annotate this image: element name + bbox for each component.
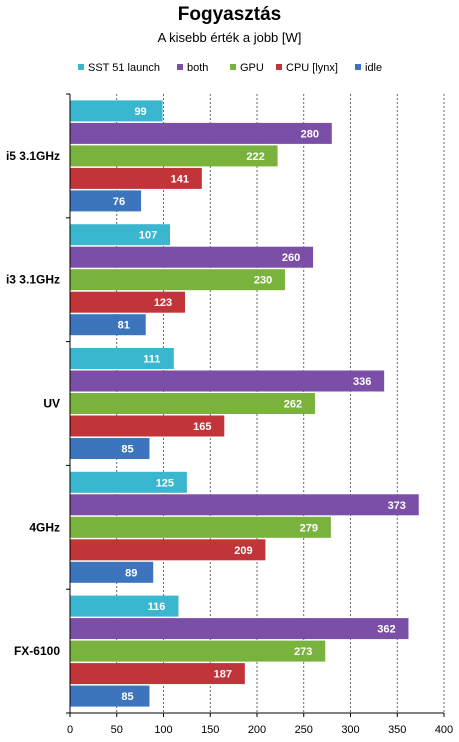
legend: SST 51 launch both GPU CPU [lynx] idle: [78, 62, 382, 74]
legend-swatch-idle: [355, 64, 361, 70]
legend-label-cpu-lynx: CPU [lynx]: [286, 62, 338, 74]
bar-i3-3-1ghz-both: [70, 246, 314, 268]
bar-i5-3-1ghz-both: [70, 122, 332, 144]
bar-fx-6100-idle: [70, 685, 150, 707]
data-label-4ghz-gpu: 279: [300, 522, 318, 534]
axes: i5 3.1GHz i3 3.1GHz UV 4GHz FX-6100 0 50 100 150…: [6, 93, 453, 736]
data-label-i5-3-1ghz-gpu: 222: [246, 151, 264, 163]
bar-i5-3-1ghz-sst-51-launch: [70, 100, 163, 122]
bar-i3-3-1ghz-gpu: [70, 269, 286, 291]
bar-i3-3-1ghz-sst-51-launch: [70, 224, 171, 246]
bar-i5-3-1ghz-gpu: [70, 145, 278, 167]
legend-swatch-gpu: [230, 64, 236, 70]
x-tick-label-300: 300: [341, 724, 359, 736]
bar-i5-3-1ghz-idle: [70, 190, 142, 212]
legend-label-both: both: [187, 62, 208, 74]
data-label-i3-3-1ghz-idle: 81: [118, 320, 130, 332]
bar-uv-idle: [70, 438, 150, 459]
bar-i3-3-1ghz-cpu-lynx: [70, 291, 186, 313]
bar-i3-3-1ghz-idle: [70, 314, 146, 336]
bar-uv-both: [70, 370, 385, 392]
bars: 99 280 222 141 76 107 260 230 123 81 111 336 262 165 8…: [70, 100, 419, 707]
x-tick-label-250: 250: [295, 724, 313, 736]
x-tick-label-0: 0: [67, 724, 73, 736]
data-label-4ghz-cpu-lynx: 209: [234, 545, 252, 557]
data-label-i5-3-1ghz-idle: 76: [113, 196, 125, 208]
bar-i5-3-1ghz-cpu-lynx: [70, 167, 202, 189]
x-tick-label-350: 350: [388, 724, 406, 736]
data-label-fx-6100-cpu-lynx: 187: [214, 669, 232, 681]
data-label-fx-6100-idle: 85: [121, 691, 133, 703]
data-label-4ghz-idle: 89: [125, 567, 137, 579]
data-label-fx-6100-sst-51-launch: 116: [148, 601, 166, 613]
bar-fx-6100-cpu-lynx: [70, 663, 245, 685]
data-label-i5-3-1ghz-sst-51-launch: 99: [134, 106, 146, 118]
x-tick-label-50: 50: [111, 724, 123, 736]
data-label-4ghz-both: 373: [388, 500, 406, 512]
x-tick-label-400: 400: [435, 724, 453, 736]
data-label-fx-6100-gpu: 273: [294, 646, 312, 658]
legend-swatch-sst-51-launch: [78, 64, 84, 70]
legend-label-gpu: GPU: [240, 62, 264, 74]
chart-title: Fogyasztás: [178, 4, 281, 25]
data-label-4ghz-sst-51-launch: 125: [156, 477, 174, 489]
bar-4ghz-idle: [70, 561, 154, 583]
bar-uv-cpu-lynx: [70, 415, 225, 437]
bar-fx-6100-sst-51-launch: [70, 595, 179, 617]
data-label-uv-both: 336: [353, 376, 371, 388]
data-label-i5-3-1ghz-both: 280: [301, 128, 319, 140]
data-label-fx-6100-both: 362: [377, 624, 395, 636]
data-label-uv-idle: 85: [121, 444, 133, 456]
legend-label-idle: idle: [365, 62, 382, 74]
bar-4ghz-cpu-lynx: [70, 539, 266, 561]
x-tick-label-150: 150: [201, 724, 219, 736]
category-label-uv: UV: [43, 397, 60, 411]
legend-swatch-cpu-lynx: [276, 64, 282, 70]
chart-subtitle: A kisebb érték a jobb [W]: [158, 30, 302, 45]
bar-fx-6100-both: [70, 618, 409, 640]
legend-label-sst-51-launch: SST 51 launch: [88, 62, 160, 74]
category-label-i3-3-1ghz: i3 3.1GHz: [6, 273, 60, 287]
legend-swatch-both: [177, 64, 183, 70]
bar-4ghz-gpu: [70, 516, 331, 538]
bar-fx-6100-gpu: [70, 640, 326, 662]
category-label-i5-3-1ghz: i5 3.1GHz: [6, 149, 60, 163]
data-label-i5-3-1ghz-cpu-lynx: 141: [171, 173, 189, 185]
category-label-fx-6100: FX-6100: [14, 644, 60, 658]
bar-4ghz-sst-51-launch: [70, 471, 187, 493]
data-label-i3-3-1ghz-both: 260: [282, 252, 300, 264]
bar-4ghz-both: [70, 494, 419, 516]
category-label-4ghz: 4GHz: [29, 520, 60, 534]
data-label-i3-3-1ghz-sst-51-launch: 107: [139, 230, 157, 242]
data-label-uv-cpu-lynx: 165: [193, 421, 211, 433]
data-label-i3-3-1ghz-cpu-lynx: 123: [154, 297, 172, 309]
bar-uv-sst-51-launch: [70, 348, 174, 369]
data-label-i3-3-1ghz-gpu: 230: [254, 275, 272, 287]
x-tick-label-100: 100: [154, 724, 172, 736]
data-label-uv-gpu: 262: [284, 399, 302, 411]
data-label-uv-sst-51-launch: 111: [143, 354, 160, 366]
x-tick-label-200: 200: [248, 724, 266, 736]
bar-uv-gpu: [70, 393, 315, 414]
